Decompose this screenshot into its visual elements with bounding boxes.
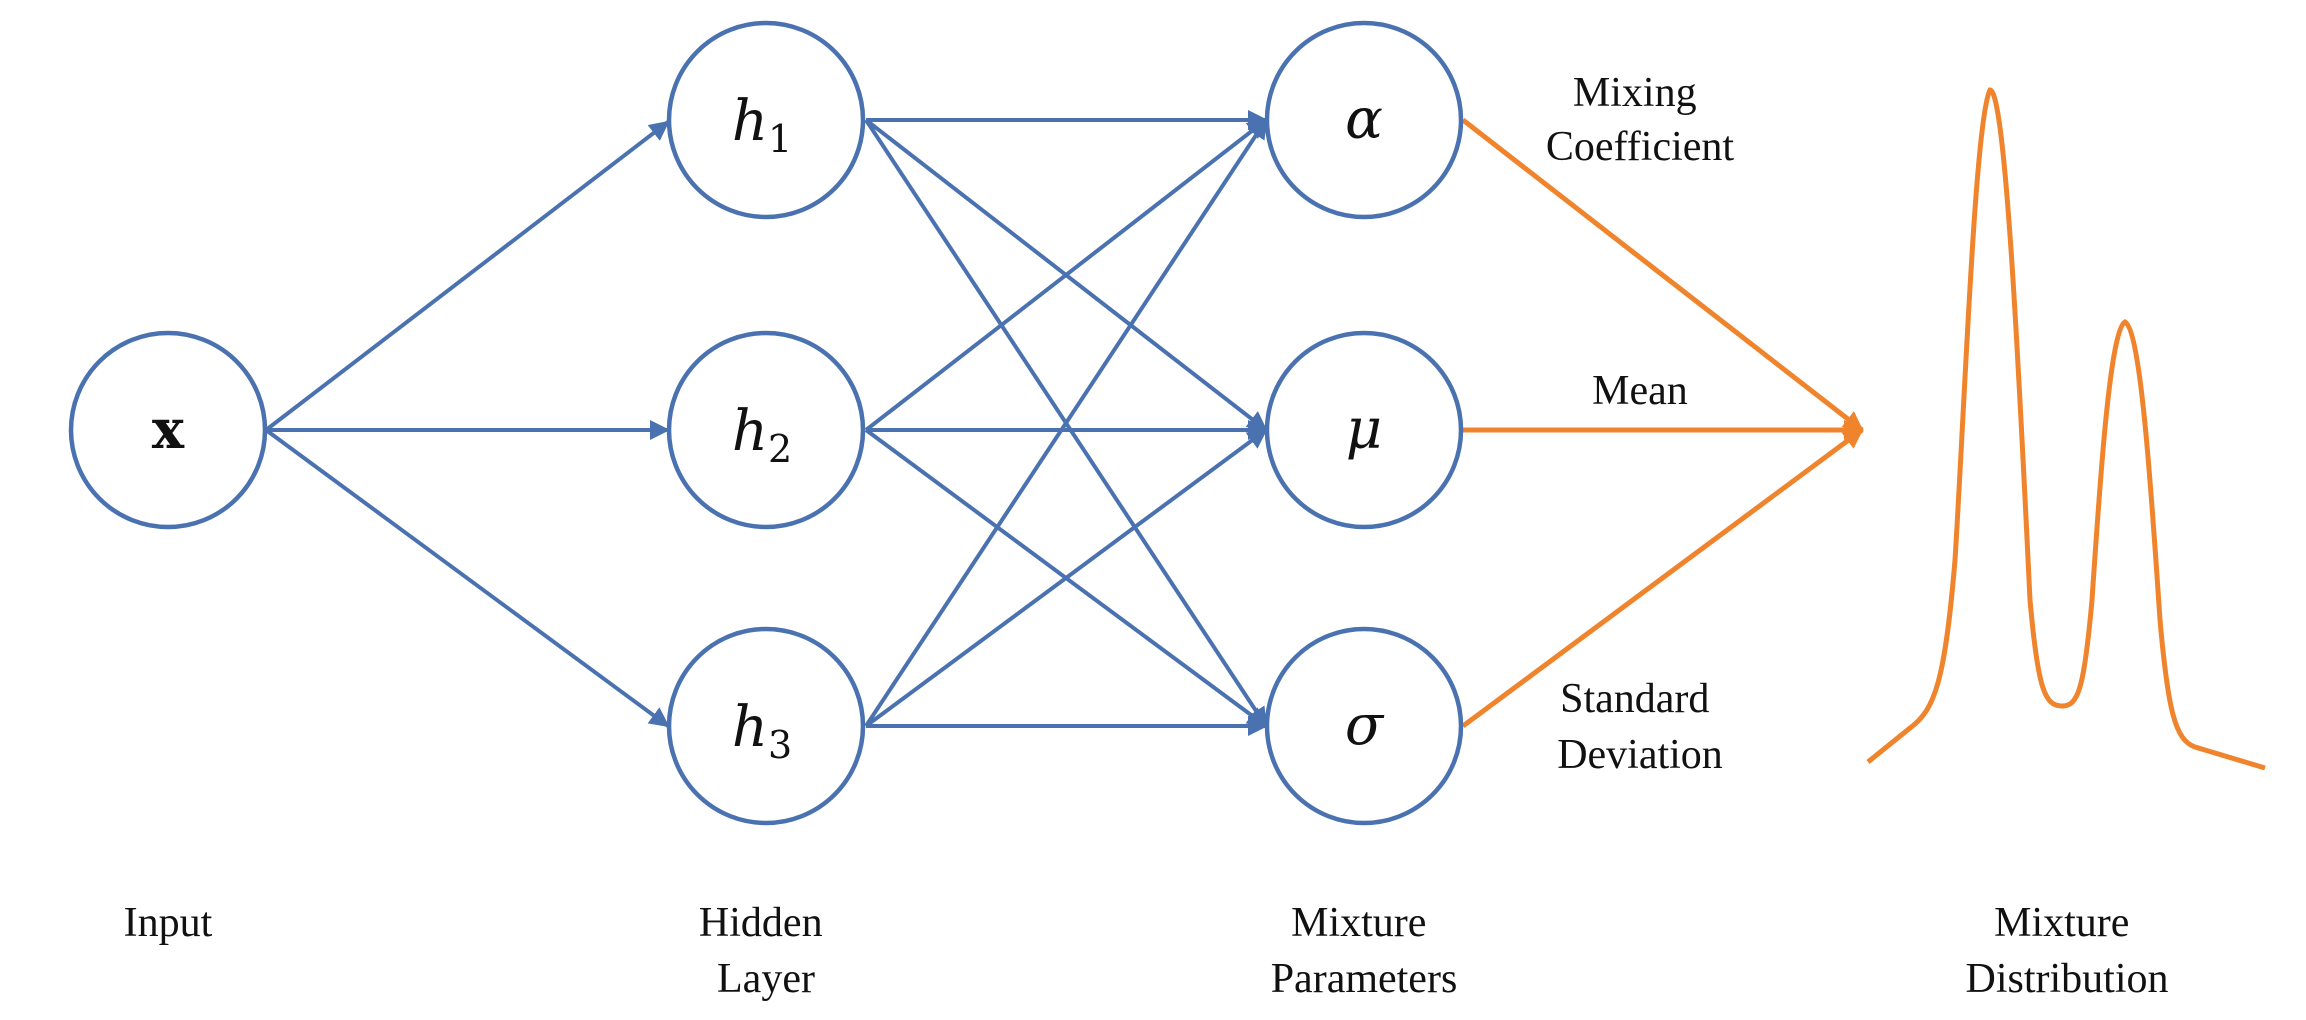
hidden-node-h3-label: h — [732, 695, 768, 760]
param-node-alpha: α — [1264, 20, 1464, 220]
hidden-node-h3: h3 — [666, 626, 866, 826]
edge-h2-alpha — [864, 118, 1268, 432]
hidden-node-h2-label: h — [732, 399, 768, 464]
edge-alpha-dist — [1461, 118, 1864, 432]
edge-h3-mu — [864, 428, 1268, 728]
column-caption-input: Input — [124, 900, 213, 946]
hidden-node-h1-label: h — [732, 89, 768, 154]
svg-text:h3: h3 — [732, 695, 792, 767]
svg-text:h2: h2 — [732, 399, 792, 471]
input-to-hidden-edges — [264, 120, 670, 728]
mixture-distribution-curve — [1866, 87, 2266, 771]
param-node-alpha-label: α — [1345, 87, 1383, 152]
param-node-mu: μ — [1264, 330, 1464, 530]
column-caption-params: Mixture Parameters — [1271, 900, 1458, 1002]
edge-x-h3 — [264, 428, 670, 728]
column-caption-distribution: Mixture Distribution — [1965, 900, 2168, 1002]
mu-description: Mean — [1592, 368, 1688, 414]
hidden-node-h3-subscript: 3 — [768, 723, 792, 767]
hidden-to-params-edges — [864, 110, 1268, 736]
hidden-node-h2-subscript: 2 — [768, 427, 792, 471]
hidden-node-h1-subscript: 1 — [768, 117, 792, 161]
param-node-sigma-label: σ — [1345, 693, 1385, 758]
edge-sigma-dist — [1461, 427, 1864, 729]
sigma-description: Standard Deviation — [1557, 676, 1723, 778]
param-node-sigma: σ — [1264, 626, 1464, 826]
alpha-description: Mixing Coefficient — [1546, 70, 1734, 170]
edge-x-h1 — [264, 120, 670, 432]
param-node-mu-label: μ — [1346, 397, 1382, 462]
edge-h3-alpha — [864, 118, 1268, 728]
column-caption-hidden: Hidden Layer — [699, 900, 833, 1002]
hidden-node-h2: h2 — [666, 330, 866, 530]
input-node: x — [68, 330, 268, 530]
params-to-distribution-edges — [1461, 118, 1864, 729]
svg-text:h1: h1 — [732, 89, 792, 161]
hidden-node-h1: h1 — [666, 20, 866, 220]
input-node-label: x — [152, 397, 185, 461]
